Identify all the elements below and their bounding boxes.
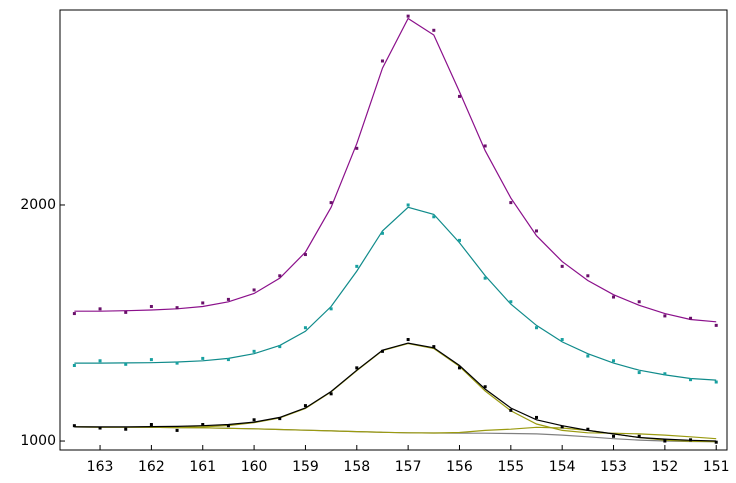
x-tick-label: 161 (189, 459, 216, 475)
data-point (406, 338, 410, 342)
data-point (124, 362, 128, 366)
data-point (252, 288, 256, 292)
data-point (72, 312, 76, 316)
data-point (457, 366, 461, 370)
data-point (663, 372, 667, 376)
data-point (252, 418, 256, 422)
data-point (586, 427, 590, 431)
data-point (612, 434, 616, 438)
data-point (586, 354, 590, 358)
data-point (483, 385, 487, 389)
data-point (663, 314, 667, 318)
data-point (380, 349, 384, 353)
y-tick-label: 1000 (20, 433, 56, 449)
data-point (432, 28, 436, 32)
data-point (355, 146, 359, 150)
data-point (432, 345, 436, 349)
data-point (72, 424, 76, 428)
data-point (560, 338, 564, 342)
data-point (329, 392, 333, 396)
data-point (637, 371, 641, 375)
data-point (586, 274, 590, 278)
data-point (278, 274, 282, 278)
fit-line (74, 17, 717, 323)
data-point (124, 427, 128, 431)
data-point (124, 310, 128, 314)
data-point (714, 323, 718, 327)
data-point (509, 408, 513, 412)
data-point (303, 253, 307, 257)
data-point (98, 307, 102, 311)
data-point (329, 201, 333, 205)
data-point (457, 238, 461, 242)
data-point (637, 434, 641, 438)
data-point (226, 297, 230, 301)
data-point (201, 301, 205, 305)
data-point (689, 438, 693, 442)
data-point (714, 440, 718, 444)
data-point (483, 144, 487, 148)
data-point (149, 423, 153, 427)
x-tick-label: 159 (292, 459, 319, 475)
data-point (483, 276, 487, 280)
data-point (432, 215, 436, 219)
data-point (226, 424, 230, 428)
data-point (329, 307, 333, 311)
data-point (689, 378, 693, 382)
plot-frame (59, 9, 728, 451)
data-point (535, 415, 539, 419)
data-point (560, 425, 564, 429)
x-tick-label: 156 (446, 459, 473, 475)
data-point (663, 439, 667, 443)
data-point (612, 359, 616, 363)
data-point (278, 417, 282, 421)
data-point (303, 326, 307, 330)
data-point (380, 231, 384, 235)
data-point (72, 363, 76, 367)
x-tick-label: 155 (497, 459, 524, 475)
x-tick-label: 158 (343, 459, 370, 475)
data-point (98, 426, 102, 430)
data-point (509, 300, 513, 304)
x-tick-label: 163 (87, 459, 114, 475)
data-point (98, 359, 102, 363)
data-point (380, 59, 384, 63)
x-tick-label: 160 (241, 459, 268, 475)
data-point (689, 316, 693, 320)
data-point (457, 94, 461, 98)
data-point (278, 345, 282, 349)
data-point (149, 358, 153, 362)
data-point (714, 380, 718, 384)
data-point (175, 428, 179, 432)
x-tick-label: 154 (549, 459, 576, 475)
data-point (149, 304, 153, 308)
data-point (226, 358, 230, 362)
data-point (406, 203, 410, 207)
data-point (535, 229, 539, 233)
data-point (201, 423, 205, 427)
data-point (509, 201, 513, 205)
data-point (175, 306, 179, 310)
data-point (535, 326, 539, 330)
x-tick-label: 152 (652, 459, 679, 475)
data-point (303, 404, 307, 408)
fit-line (74, 206, 717, 381)
data-point (201, 356, 205, 360)
data-point (355, 366, 359, 370)
data-point (637, 300, 641, 304)
fit-line (74, 342, 717, 442)
data-point (612, 295, 616, 299)
data-point (175, 361, 179, 365)
data-point (560, 264, 564, 268)
x-tick-label: 153 (600, 459, 627, 475)
data-point (252, 349, 256, 353)
x-tick-label: 162 (138, 459, 165, 475)
x-tick-label: 151 (703, 459, 730, 475)
x-tick-label: 157 (395, 459, 422, 475)
data-point (406, 14, 410, 18)
data-point (355, 264, 359, 268)
y-tick-label: 2000 (20, 197, 56, 213)
